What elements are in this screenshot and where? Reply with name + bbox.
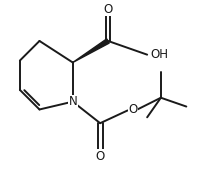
Text: OH: OH xyxy=(150,48,168,61)
Polygon shape xyxy=(73,39,109,62)
Text: O: O xyxy=(129,103,138,116)
Text: O: O xyxy=(103,2,113,15)
Text: O: O xyxy=(95,150,105,163)
Text: N: N xyxy=(68,95,77,108)
